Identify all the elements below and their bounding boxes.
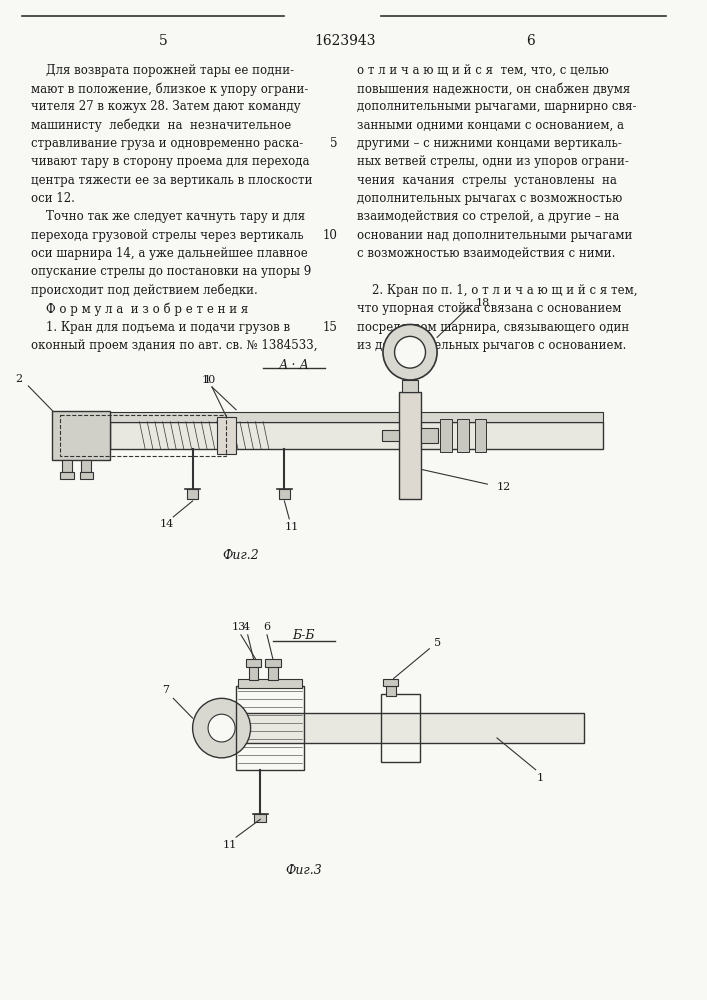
Text: 6: 6: [527, 34, 535, 48]
Bar: [265, 659, 281, 667]
Text: из дополнительных рычагов с основанием.: из дополнительных рычагов с основанием.: [357, 339, 626, 352]
Text: ных ветвей стрелы, одни из упоров ограни-: ных ветвей стрелы, одни из упоров ограни…: [357, 155, 629, 168]
Bar: [80, 472, 93, 479]
Bar: [402, 380, 418, 392]
Text: 10: 10: [322, 229, 337, 242]
Bar: [217, 417, 236, 454]
Bar: [60, 472, 74, 479]
Text: с возможностью взаимодействия с ними.: с возможностью взаимодействия с ними.: [357, 247, 615, 260]
Bar: [236, 686, 304, 770]
Circle shape: [192, 698, 250, 758]
Bar: [457, 419, 469, 452]
Bar: [381, 694, 420, 762]
Text: 7: 7: [162, 685, 169, 695]
Text: Точно так же следует качнуть тару и для: Точно так же следует качнуть тару и для: [31, 210, 305, 223]
Circle shape: [383, 324, 437, 380]
Text: чителя 27 в кожух 28. Затем дают команду: чителя 27 в кожух 28. Затем дают команду: [31, 100, 301, 113]
Text: повышения надежности, он снабжен двумя: повышения надежности, он снабжен двумя: [357, 82, 630, 96]
Text: 4: 4: [243, 622, 250, 632]
Text: 14: 14: [159, 519, 174, 529]
Text: оси 12.: оси 12.: [31, 192, 75, 205]
Bar: [238, 679, 302, 688]
Text: 1: 1: [204, 375, 211, 385]
Text: 11: 11: [285, 522, 299, 532]
Text: что упорная стойка связана с основанием: что упорная стойка связана с основанием: [357, 302, 621, 315]
Bar: [421, 428, 438, 443]
Bar: [110, 422, 603, 449]
Text: оси шарнира 14, а уже дальнейшее плавное: оси шарнира 14, а уже дальнейшее плавное: [31, 247, 308, 260]
Text: 13: 13: [232, 622, 246, 632]
Bar: [246, 659, 261, 667]
Text: 1623943: 1623943: [315, 34, 376, 48]
Bar: [52, 411, 110, 460]
Text: Фиг.2: Фиг.2: [223, 549, 259, 562]
Text: 1. Кран для подъема и подачи грузов в: 1. Кран для подъема и подачи грузов в: [31, 321, 291, 334]
Text: дополнительных рычагах с возможностью: дополнительных рычагах с возможностью: [357, 192, 622, 205]
Bar: [226, 713, 584, 743]
Bar: [383, 679, 399, 686]
Text: Фиг.3: Фиг.3: [286, 864, 322, 877]
Text: чения  качания  стрелы  установлены  на: чения качания стрелы установлены на: [357, 174, 617, 187]
Text: 5: 5: [433, 638, 440, 648]
Circle shape: [208, 714, 235, 742]
Bar: [268, 665, 278, 680]
Text: 2. Кран по п. 1, о т л и ч а ю щ и й с я тем,: 2. Кран по п. 1, о т л и ч а ю щ и й с я…: [357, 284, 638, 297]
Text: 18: 18: [476, 298, 490, 308]
Text: Для возврата порожней тары ее подни-: Для возврата порожней тары ее подни-: [31, 64, 294, 77]
Text: 12: 12: [497, 482, 511, 492]
Text: другими – с нижними концами вертикаль-: другими – с нижними концами вертикаль-: [357, 137, 621, 150]
Bar: [60, 415, 226, 456]
Bar: [440, 419, 452, 452]
Text: о т л и ч а ю щ и й с я  тем, что, с целью: о т л и ч а ю щ и й с я тем, что, с цель…: [357, 64, 609, 77]
Text: 2: 2: [15, 374, 22, 384]
Text: 15: 15: [322, 321, 337, 334]
Text: происходит под действием лебедки.: происходит под действием лебедки.: [31, 284, 258, 297]
Bar: [279, 489, 290, 499]
Text: 6: 6: [264, 622, 271, 632]
Text: основании над дополнительными рычагами: основании над дополнительными рычагами: [357, 229, 632, 242]
Text: 11: 11: [222, 840, 236, 850]
Text: занными одними концами с основанием, а: занными одними концами с основанием, а: [357, 119, 624, 132]
Text: Ф о р м у л а  и з о б р е т е н и я: Ф о р м у л а и з о б р е т е н и я: [31, 302, 248, 316]
Polygon shape: [110, 412, 603, 422]
Text: машинисту  лебедки  на  незначительное: машинисту лебедки на незначительное: [31, 119, 291, 132]
Text: 10: 10: [202, 375, 216, 385]
Text: 5: 5: [159, 34, 168, 48]
Text: дополнительными рычагами, шарнирно свя-: дополнительными рычагами, шарнирно свя-: [357, 100, 636, 113]
Bar: [255, 814, 266, 822]
Text: центра тяжести ее за вертикаль в плоскости: центра тяжести ее за вертикаль в плоскос…: [31, 174, 312, 187]
Bar: [62, 460, 72, 472]
Bar: [81, 460, 91, 472]
Text: 5: 5: [330, 137, 337, 150]
Text: перехода грузовой стрелы через вертикаль: перехода грузовой стрелы через вертикаль: [31, 229, 304, 242]
Circle shape: [395, 336, 426, 368]
Bar: [249, 665, 258, 680]
Text: чивают тару в сторону проема для перехода: чивают тару в сторону проема для переход…: [31, 155, 310, 168]
Text: мают в положение, близкое к упору ограни-: мают в положение, близкое к упору ограни…: [31, 82, 308, 96]
Text: опускание стрелы до постановки на упоры 9: опускание стрелы до постановки на упоры …: [31, 265, 312, 278]
Text: стравливание груза и одновременно раска-: стравливание груза и одновременно раска-: [31, 137, 303, 150]
Bar: [399, 392, 421, 499]
Text: посредством шарнира, связывающего один: посредством шарнира, связывающего один: [357, 321, 629, 334]
Text: Б-Б: Б-Б: [293, 629, 315, 642]
Bar: [382, 430, 399, 441]
Bar: [475, 419, 486, 452]
Bar: [386, 686, 395, 696]
Text: А · А: А · А: [279, 359, 310, 372]
Bar: [187, 489, 199, 499]
Text: взаимодействия со стрелой, а другие – на: взаимодействия со стрелой, а другие – на: [357, 210, 619, 223]
Text: оконный проем здания по авт. св. № 1384533,: оконный проем здания по авт. св. № 13845…: [31, 339, 317, 352]
Text: 1: 1: [537, 773, 544, 783]
